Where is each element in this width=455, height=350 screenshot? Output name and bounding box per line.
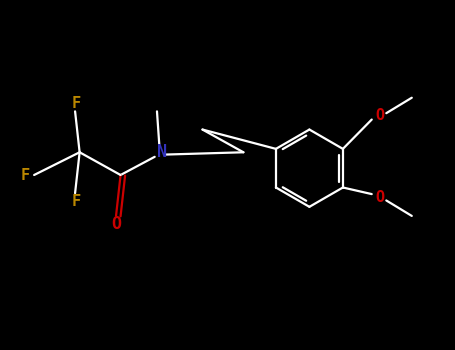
- Text: F: F: [71, 96, 81, 111]
- Text: F: F: [20, 168, 30, 182]
- Text: O: O: [375, 108, 384, 124]
- Text: O: O: [375, 190, 384, 205]
- Text: F: F: [71, 194, 81, 209]
- Text: O: O: [111, 215, 121, 233]
- Text: N: N: [157, 143, 167, 161]
